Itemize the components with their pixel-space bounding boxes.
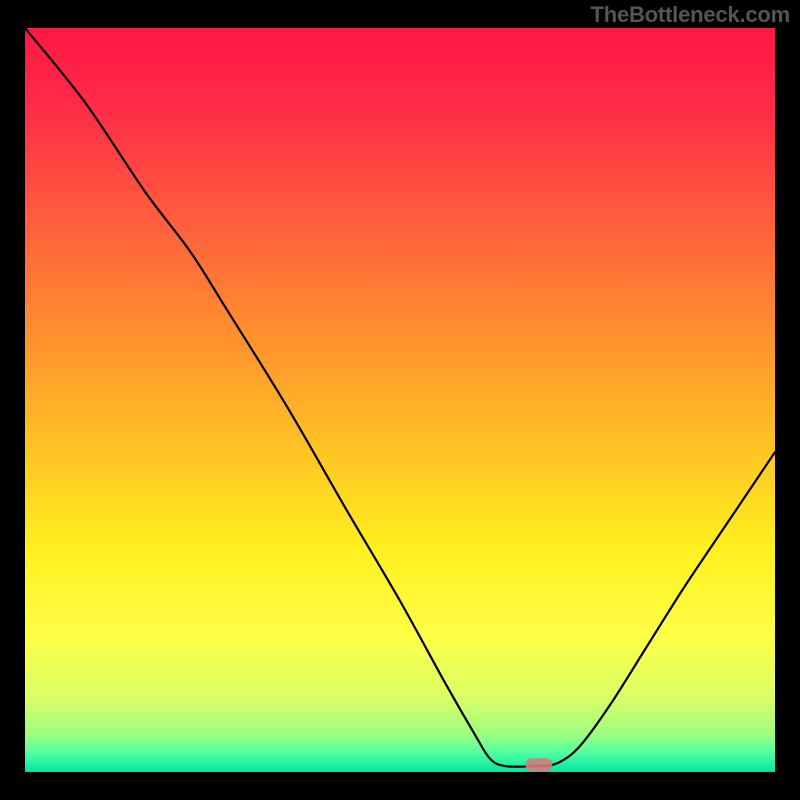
plot-area <box>25 28 775 772</box>
chart-frame: TheBottleneck.com <box>0 0 800 800</box>
gradient-background <box>25 28 775 772</box>
chart-svg <box>25 28 775 772</box>
watermark-text: TheBottleneck.com <box>590 2 790 28</box>
optimal-marker <box>525 758 552 771</box>
